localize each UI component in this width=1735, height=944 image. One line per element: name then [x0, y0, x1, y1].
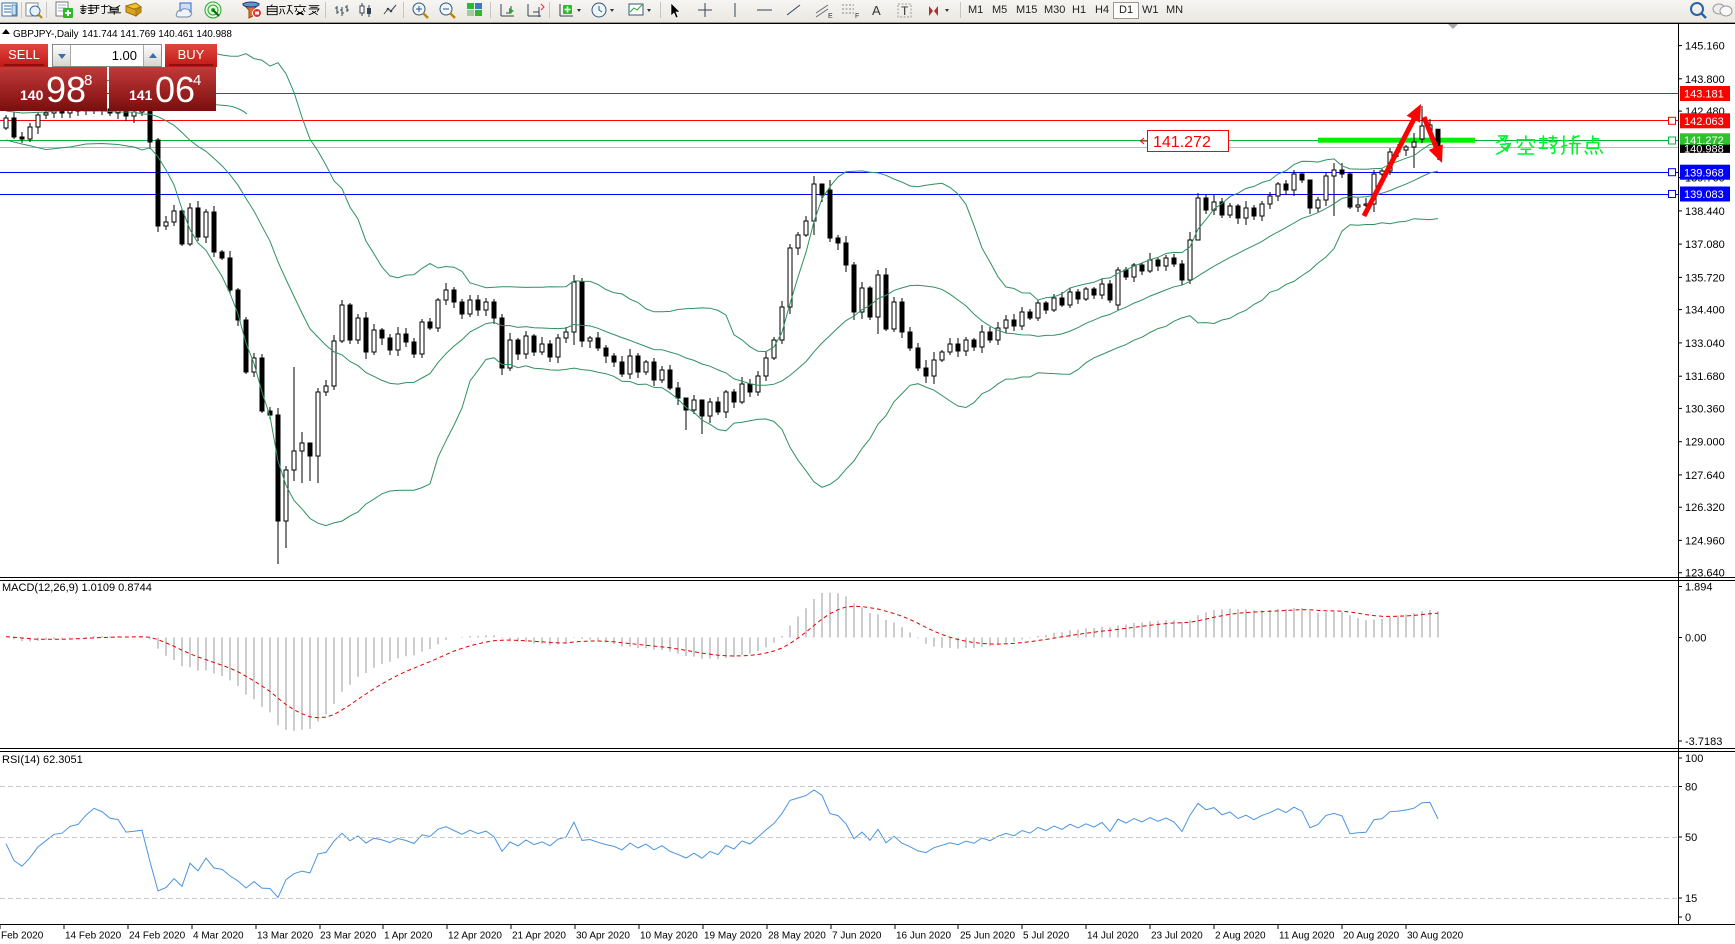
svg-text:127.640: 127.640	[1685, 470, 1725, 482]
svg-text:133.040: 133.040	[1685, 338, 1725, 350]
svg-text:24 Feb 2020: 24 Feb 2020	[129, 931, 186, 942]
svg-text:135.720: 135.720	[1685, 272, 1725, 284]
svg-text:-3.7183: -3.7183	[1685, 736, 1722, 748]
svg-text:134.400: 134.400	[1685, 305, 1725, 317]
svg-text:143.181: 143.181	[1684, 89, 1724, 101]
svg-text:5 Jul 2020: 5 Jul 2020	[1023, 931, 1070, 942]
svg-text:E: E	[828, 13, 833, 20]
svg-text:23 Jul 2020: 23 Jul 2020	[1151, 931, 1203, 942]
svg-text:A: A	[872, 3, 881, 18]
svg-text:145.160: 145.160	[1685, 41, 1725, 53]
svg-text:1.894: 1.894	[1685, 582, 1713, 594]
svg-text:139.083: 139.083	[1684, 189, 1724, 201]
svg-text:141.744 141.769 140.461 140.98: 141.744 141.769 140.461 140.988	[82, 29, 232, 40]
svg-text:GBPJPY-,Daily: GBPJPY-,Daily	[13, 29, 79, 40]
svg-text:129.000: 129.000	[1685, 437, 1725, 449]
svg-text:13 Mar 2020: 13 Mar 2020	[257, 931, 314, 942]
svg-text:T: T	[901, 4, 909, 18]
svg-text:137.080: 137.080	[1685, 239, 1725, 251]
svg-text:142.063: 142.063	[1684, 116, 1724, 128]
svg-text:30 Aug 2020: 30 Aug 2020	[1407, 931, 1464, 942]
svg-text:123.640: 123.640	[1685, 568, 1725, 580]
svg-text:143.800: 143.800	[1685, 74, 1725, 86]
svg-text:130.360: 130.360	[1685, 403, 1725, 415]
svg-text:F: F	[855, 13, 859, 20]
svg-text:RSI(14) 62.3051: RSI(14) 62.3051	[2, 754, 83, 766]
svg-text:0: 0	[1685, 912, 1691, 924]
svg-text:139.968: 139.968	[1684, 167, 1724, 179]
svg-text:25 Jun 2020: 25 Jun 2020	[960, 931, 1015, 942]
svg-text:126.320: 126.320	[1685, 502, 1725, 514]
svg-text:1 Apr 2020: 1 Apr 2020	[384, 931, 433, 942]
svg-text:138.440: 138.440	[1685, 206, 1725, 218]
svg-text:15: 15	[1685, 893, 1697, 905]
svg-text:11 Aug 2020: 11 Aug 2020	[1279, 931, 1335, 942]
svg-text:16 Jun 2020: 16 Jun 2020	[896, 931, 951, 942]
svg-text:80: 80	[1685, 782, 1697, 794]
svg-text:10 May 2020: 10 May 2020	[640, 931, 698, 942]
svg-text:19 May 2020: 19 May 2020	[704, 931, 762, 942]
svg-text:20 Aug 2020: 20 Aug 2020	[1343, 931, 1400, 942]
svg-text:4 Mar 2020: 4 Mar 2020	[193, 931, 244, 942]
svg-text:140.988: 140.988	[1684, 143, 1724, 155]
svg-text:12 Apr 2020: 12 Apr 2020	[448, 931, 502, 942]
svg-text:100: 100	[1685, 753, 1703, 765]
svg-text:141.272: 141.272	[1684, 135, 1724, 147]
svg-text:MACD(12,26,9) 1.0109 0.8744: MACD(12,26,9) 1.0109 0.8744	[2, 582, 152, 594]
svg-text:21 Apr 2020: 21 Apr 2020	[512, 931, 566, 942]
svg-text:7 Jun 2020: 7 Jun 2020	[832, 931, 882, 942]
svg-text:28 May 2020: 28 May 2020	[768, 931, 826, 942]
svg-text:30 Apr 2020: 30 Apr 2020	[576, 931, 630, 942]
svg-text:0.00: 0.00	[1685, 633, 1706, 645]
svg-text:124.960: 124.960	[1685, 535, 1725, 547]
svg-text:Feb 2020: Feb 2020	[1, 931, 44, 942]
svg-text:23 Mar 2020: 23 Mar 2020	[320, 931, 377, 942]
svg-text:131.680: 131.680	[1685, 371, 1725, 383]
svg-text:50: 50	[1685, 832, 1697, 844]
svg-text:141.272: 141.272	[1153, 134, 1211, 151]
svg-text:14 Feb 2020: 14 Feb 2020	[65, 931, 122, 942]
svg-text:2 Aug 2020: 2 Aug 2020	[1215, 931, 1266, 942]
svg-text:14 Jul 2020: 14 Jul 2020	[1087, 931, 1139, 942]
